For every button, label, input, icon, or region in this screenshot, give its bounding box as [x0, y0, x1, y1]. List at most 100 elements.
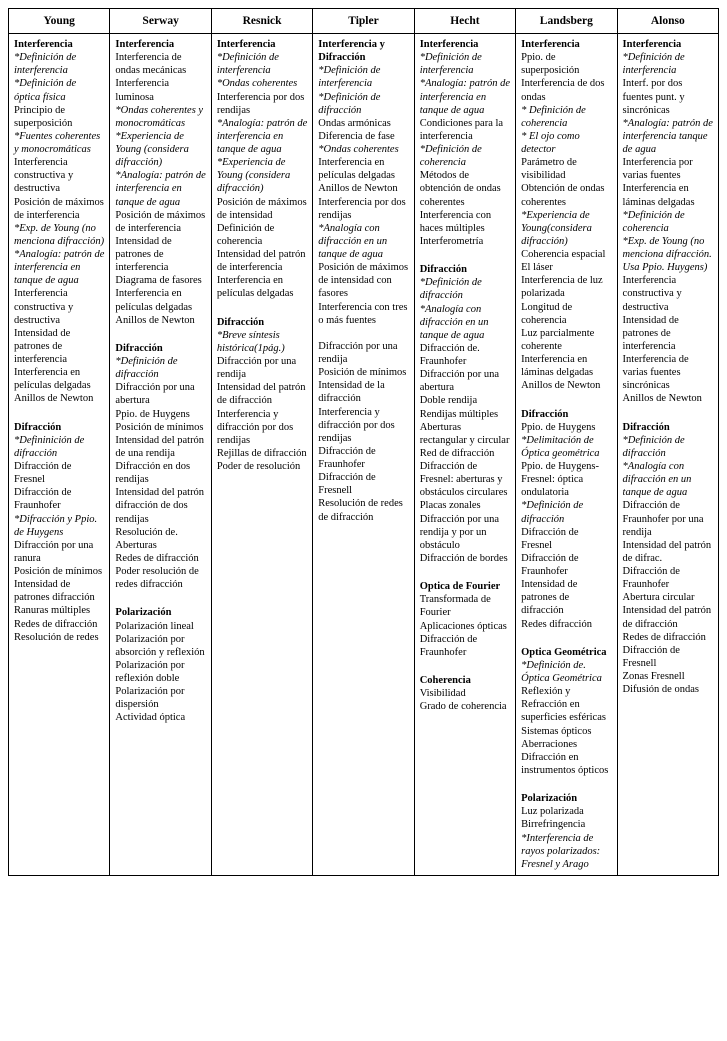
- topic-line: Difracción de Fraunhofer: [318, 445, 408, 471]
- column-header-hecht: Hecht: [414, 9, 515, 34]
- topic-line: Diferencia de fase: [318, 130, 408, 143]
- topic-line: Poder resolución de redes difracción: [115, 565, 205, 591]
- column-cell: Interferencia*Definición de interferenci…: [9, 34, 110, 876]
- topic-line: Intensidad de patrones de interferencia: [623, 314, 713, 353]
- topic-line: Posición de mínimos: [14, 565, 104, 578]
- topic-line: Interferencia con haces múltiples: [420, 209, 510, 235]
- topic-line: Interferencia: [623, 38, 713, 51]
- topic-line: Difracción de Fraunhofer: [623, 565, 713, 591]
- topic-line: Difracción por una abertura: [115, 381, 205, 407]
- topic-line: Interferencia: [521, 38, 611, 51]
- topic-line: Longitud de coherencia: [521, 301, 611, 327]
- topic-line: Redes de difracción: [115, 552, 205, 565]
- topic-line: *Definición de interferencia: [420, 51, 510, 77]
- topic-line: Aberturas rectangular y circular: [420, 421, 510, 447]
- topic-line: Principio de superposición: [14, 104, 104, 130]
- topic-line: Difracción en dos rendijas: [115, 460, 205, 486]
- topic-line: Luz parcialmente coherente: [521, 327, 611, 353]
- topic-line: Interferencia y Difracción: [318, 38, 408, 64]
- topic-line: Polarización por reflexión doble: [115, 659, 205, 685]
- topic-line: *Analogía: patrón de interferencia en ta…: [115, 169, 205, 208]
- topic-line: Posición de mínimos: [115, 421, 205, 434]
- column-header-resnick: Resnick: [211, 9, 312, 34]
- topic-line: Intensidad del patrón difracción de dos …: [115, 486, 205, 525]
- topic-line: Polarización: [115, 606, 205, 619]
- topic-line: [420, 565, 510, 578]
- topic-line: Rejillas de difracción: [217, 447, 307, 460]
- topic-line: Grado de coherencia: [420, 700, 510, 713]
- column-cell: Interferencia*Definición de interferenci…: [617, 34, 718, 876]
- topic-line: Interferencia con tres o más fuentes: [318, 301, 408, 327]
- topic-line: Anillos de Newton: [14, 392, 104, 405]
- topic-line: *Definición de difracción: [318, 91, 408, 117]
- topic-line: *Definición de difracción: [115, 355, 205, 381]
- topic-line: Aberraciones: [521, 738, 611, 751]
- topic-line: Actividad óptica: [115, 711, 205, 724]
- topic-line: [115, 327, 205, 340]
- topic-line: Difracción por una ranura: [14, 539, 104, 565]
- topic-line: Polarización: [521, 792, 611, 805]
- topic-line: Métodos de obtención de ondas coherentes: [420, 169, 510, 208]
- topic-line: Interferencia en láminas delgadas: [521, 353, 611, 379]
- topic-line: Redes difracción: [521, 618, 611, 631]
- topic-line: [521, 392, 611, 405]
- topic-line: *Definición de interferencia: [623, 51, 713, 77]
- physics-topics-table: YoungSerwayResnickTiplerHechtLandsbergAl…: [8, 8, 719, 876]
- topic-line: Interferometría: [420, 235, 510, 248]
- topic-line: Anillos de Newton: [623, 392, 713, 405]
- topic-line: [14, 406, 104, 419]
- topic-line: Interferencia y difracción por dos rendi…: [217, 408, 307, 447]
- topic-line: Ppio. de Huygens-Fresnel: óptica ondulat…: [521, 460, 611, 499]
- column-header-serway: Serway: [110, 9, 211, 34]
- topic-line: Intensidad de patrones de difracción: [521, 578, 611, 617]
- topic-line: [115, 591, 205, 604]
- topic-line: Intensidad del patrón de una rendija: [115, 434, 205, 460]
- column-cell: InterferenciaPpio. de superposiciónInter…: [516, 34, 617, 876]
- topic-line: [521, 777, 611, 790]
- topic-line: Difracción de Fraunhofer: [14, 486, 104, 512]
- topic-line: Sistemas ópticos: [521, 725, 611, 738]
- topic-line: *Definición de. Óptica Geométrica: [521, 659, 611, 685]
- topic-line: [318, 327, 408, 340]
- topic-line: *Difracción y Ppio. de Huygens: [14, 513, 104, 539]
- topic-line: Interferencia en láminas delgadas: [623, 182, 713, 208]
- column-header-alonso: Alonso: [617, 9, 718, 34]
- topic-line: Difracción: [420, 263, 510, 276]
- topic-line: Intensidad de patrones de interferencia: [115, 235, 205, 274]
- topic-line: *Experiencia de Young (considera difracc…: [217, 156, 307, 195]
- topic-line: Interferencia en películas delgadas: [318, 156, 408, 182]
- topic-line: Diagrama de fasores: [115, 274, 205, 287]
- topic-line: Interferencia y difracción por dos rendi…: [318, 406, 408, 445]
- topic-line: *Ondas coherentes: [318, 143, 408, 156]
- topic-line: Interferencia: [115, 38, 205, 51]
- table-header-row: YoungSerwayResnickTiplerHechtLandsbergAl…: [9, 9, 719, 34]
- topic-line: *Breve síntesis histórica(1pág.): [217, 329, 307, 355]
- topic-line: Difracción de Fresnell: [623, 644, 713, 670]
- topic-line: Interf. por dos fuentes punt. y sincróni…: [623, 77, 713, 116]
- topic-line: Posición de máximos de interferencia: [14, 196, 104, 222]
- topic-line: Interferencia luminosa: [115, 77, 205, 103]
- topic-line: Reflexión y Refracción en superficies es…: [521, 685, 611, 724]
- topic-line: Interferencia por dos rendijas: [217, 91, 307, 117]
- topic-line: Placas zonales: [420, 499, 510, 512]
- topic-line: *Experiencia de Young (considera difracc…: [115, 130, 205, 169]
- topic-line: [623, 406, 713, 419]
- topic-line: Obtención de ondas coherentes: [521, 182, 611, 208]
- topic-line: Difracción por una rendija: [217, 355, 307, 381]
- topic-line: Resolución de redes: [14, 631, 104, 644]
- topic-line: *Analogía con difracción en un tanque de…: [623, 460, 713, 499]
- column-cell: Interferencia*Definición de interferenci…: [211, 34, 312, 876]
- topic-line: *Exp. de Young (no menciona difracción): [14, 222, 104, 248]
- topic-line: Polarización por absorción y reflexión: [115, 633, 205, 659]
- topic-line: *Definición de coherencia: [420, 143, 510, 169]
- topic-line: Resolución de redes de difracción: [318, 497, 408, 523]
- topic-line: *Fuentes coherentes y monocromáticas: [14, 130, 104, 156]
- topic-line: Difracción de Fraunhofer: [521, 552, 611, 578]
- topic-line: Difracción: [521, 408, 611, 421]
- topic-line: *Definición de difracción: [521, 499, 611, 525]
- topic-line: *Analogía: patrón de interferencia en ta…: [14, 248, 104, 287]
- topic-line: Anillos de Newton: [318, 182, 408, 195]
- topic-line: Difracción por una rendija: [318, 340, 408, 366]
- topic-line: Definición de coherencia: [217, 222, 307, 248]
- topic-line: Difracción: [217, 316, 307, 329]
